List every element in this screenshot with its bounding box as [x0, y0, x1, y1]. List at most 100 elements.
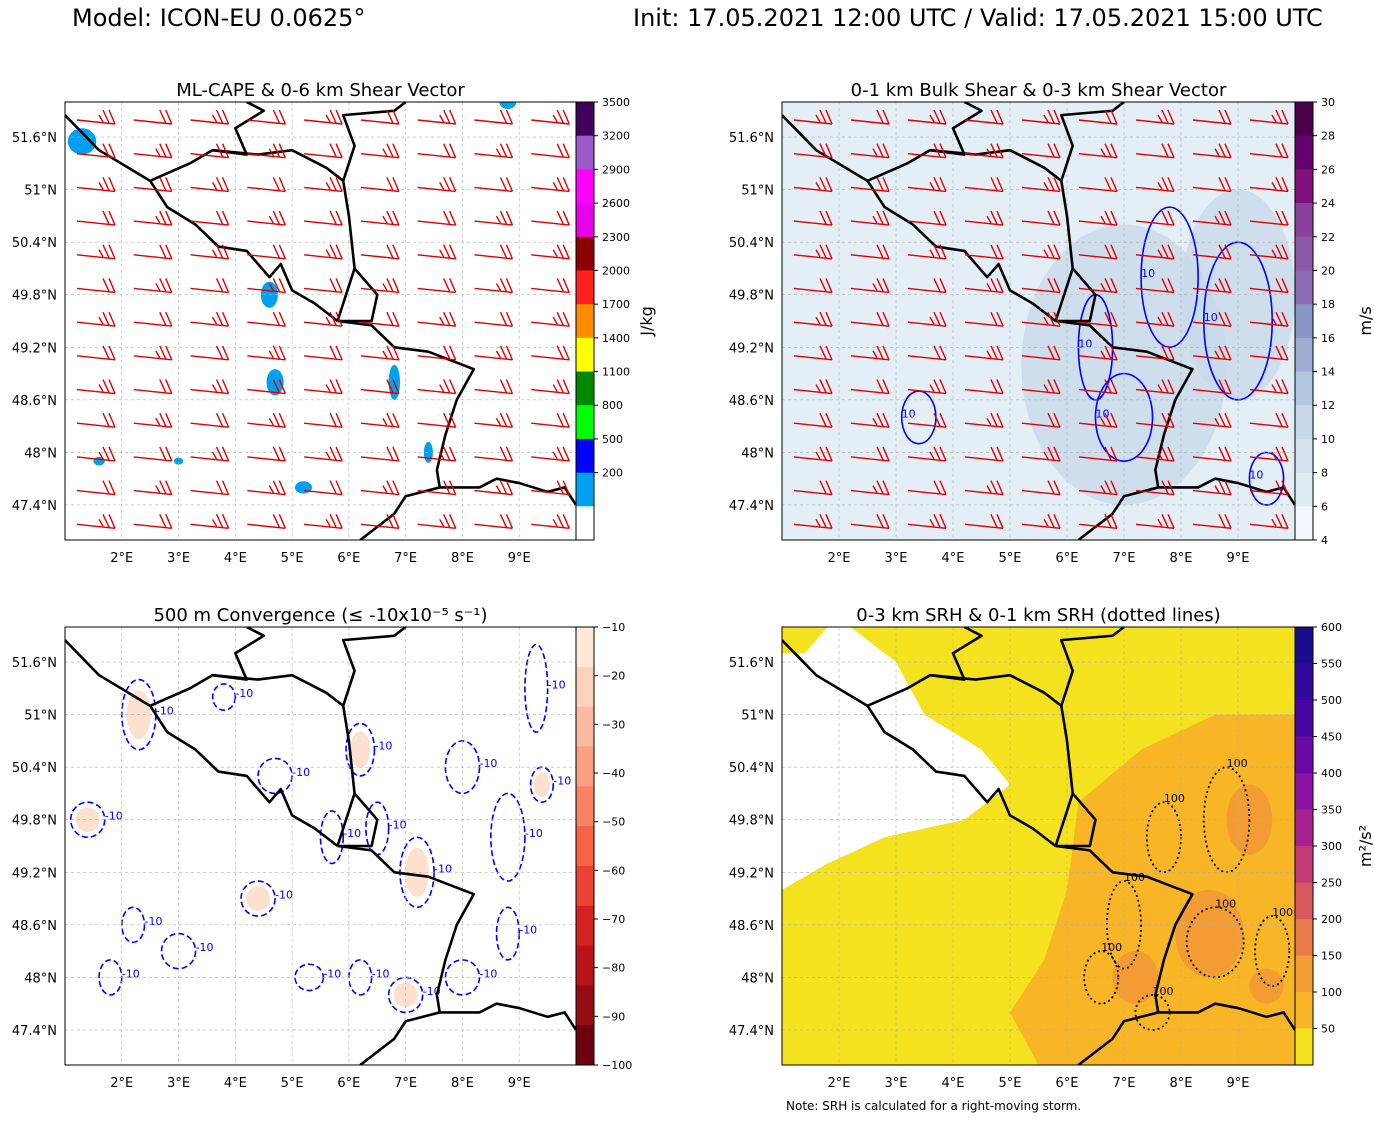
- convergence-contour: [524, 643, 549, 733]
- country-border: [212, 148, 345, 182]
- wind-barb: [1135, 244, 1175, 260]
- plot-background: [65, 102, 576, 540]
- colorbar-segment: [1295, 506, 1313, 541]
- country-border: [1077, 1011, 1159, 1065]
- wind-barb: [531, 244, 570, 260]
- x-tick-label: 2°E: [110, 551, 133, 566]
- country-border: [1054, 102, 1125, 322]
- contour-label: -10: [235, 687, 253, 700]
- colorbar-segment: [1295, 270, 1313, 305]
- y-tick-label: 49.8°N: [12, 289, 57, 304]
- country-border: [149, 705, 339, 848]
- contour-label: -10: [479, 967, 497, 980]
- y-tick-label: 51.6°N: [729, 131, 774, 146]
- country-border: [337, 319, 476, 488]
- wind-barb: [850, 278, 890, 294]
- y-tick-label: 50.4°N: [12, 236, 57, 251]
- wind-barb: [850, 446, 890, 462]
- colorbar-segment: [576, 905, 594, 947]
- wind-barb: [247, 177, 286, 193]
- wind-barb: [133, 143, 173, 159]
- wind-barb: [133, 278, 173, 294]
- wind-barb: [304, 278, 343, 294]
- y-tick-label: 49.8°N: [729, 289, 774, 304]
- wind-barb: [907, 412, 947, 428]
- wind-barb: [1249, 311, 1289, 327]
- wind-barb: [531, 177, 570, 193]
- country-border: [866, 180, 1057, 323]
- wind-barb: [850, 244, 890, 260]
- colorbar-segment: [1295, 1028, 1313, 1066]
- wind-barb: [190, 412, 230, 428]
- wind-barb: [964, 311, 1004, 327]
- wind-barb: [1135, 345, 1175, 361]
- colorbar-tick-label: 24: [1321, 197, 1335, 210]
- wind-barb: [1078, 278, 1118, 294]
- wind-barb: [360, 311, 400, 327]
- y-tick-label: 51°N: [741, 184, 774, 199]
- wind-barb: [964, 345, 1004, 361]
- wind-barb: [360, 244, 400, 260]
- x-tick-label: 5°E: [999, 551, 1022, 566]
- wind-barb: [531, 345, 570, 361]
- colorbar-segment: [1295, 663, 1313, 701]
- contour-label: -10: [156, 705, 174, 718]
- wind-barb: [1078, 311, 1118, 327]
- colorbar-segment: [576, 985, 594, 1026]
- colorbar-tick-label: 26: [1321, 163, 1335, 176]
- colorbar-segment: [1295, 337, 1313, 373]
- wind-barb: [907, 143, 947, 159]
- colorbar-segment: [576, 438, 594, 474]
- shear-contour: [1248, 451, 1285, 506]
- wind-barb: [417, 446, 457, 462]
- wind-barb: [907, 177, 947, 193]
- wind-barb: [793, 446, 833, 462]
- colorbar-segment: [1295, 203, 1313, 238]
- colorbar-tick-label: 400: [1321, 767, 1342, 780]
- colorbar-tick-label: 18: [1321, 298, 1335, 311]
- colorbar-segment: [1295, 405, 1313, 440]
- y-tick-label: 48.6°N: [729, 919, 774, 934]
- colorbar: −10 −20 −30 −40 −50 −60 −70 −80 −90 −100: [575, 621, 632, 1072]
- wind-barb: [531, 109, 570, 125]
- wind-barb: [417, 244, 457, 260]
- convergence-contour: [319, 810, 345, 865]
- wind-barb: [850, 379, 890, 395]
- wind-barb: [850, 311, 890, 327]
- y-tick-label: 48°N: [24, 971, 57, 986]
- wind-barb: [474, 109, 514, 125]
- wind-barb: [1249, 143, 1289, 159]
- colorbar-segment: [1295, 304, 1313, 339]
- wind-barb: [474, 345, 514, 361]
- colorbar-tick-label: 8: [1321, 467, 1328, 480]
- wind-barb: [1021, 109, 1061, 125]
- colorbar: 30 28 26 24 22 20 18 16 14 12 10 8 6 4 m/s: [1294, 96, 1374, 547]
- wind-barb: [474, 210, 514, 226]
- y-tick-label: 51°N: [741, 709, 774, 724]
- wind-barb: [474, 412, 514, 428]
- wind-barb: [360, 177, 400, 193]
- y-tick-label: 49.2°N: [12, 866, 57, 881]
- x-tick-label: 5°E: [281, 551, 304, 566]
- country-border: [149, 180, 339, 323]
- wind-barb: [76, 278, 116, 294]
- x-tick-label: 3°E: [885, 1076, 908, 1091]
- wind-barb: [76, 109, 116, 125]
- contour-label: -10: [553, 775, 571, 788]
- wind-barb: [1192, 379, 1232, 395]
- wind-barb: [1249, 244, 1289, 260]
- wind-barb: [76, 514, 116, 530]
- wind-barb: [417, 412, 457, 428]
- colorbar-tick-label: 3200: [602, 130, 630, 143]
- wind-barb: [417, 210, 457, 226]
- y-tick-label: 50.4°N: [729, 236, 774, 251]
- colorbar-tick-label: 550: [1321, 658, 1342, 671]
- wind-barb: [1249, 177, 1289, 193]
- contour-label: -10: [548, 678, 566, 691]
- wind-barb: [1192, 177, 1232, 193]
- contour-label: -10: [525, 827, 543, 840]
- x-tick-label: 8°E: [1170, 551, 1193, 566]
- colorbar-tick-label: −50: [602, 816, 625, 829]
- convergence-contour: [345, 722, 376, 777]
